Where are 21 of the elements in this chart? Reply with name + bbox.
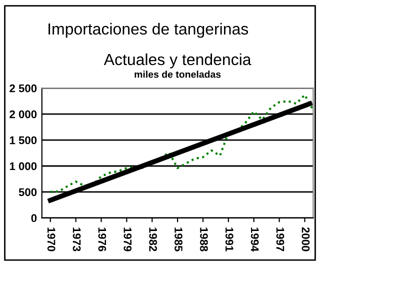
x-tick-label: 1970 xyxy=(47,228,56,252)
x-tick-label: 1994 xyxy=(250,228,259,252)
y-tick-label: 1 000 xyxy=(10,162,37,170)
y-tick-label: 500 xyxy=(18,188,37,196)
x-tick-label: 1991 xyxy=(225,228,234,252)
chart-subtitle: Actuales y tendencia xyxy=(104,53,252,68)
x-tick-label: 1982 xyxy=(149,228,158,252)
x-tick-label: 1979 xyxy=(124,228,132,252)
y-tick-label: 2 500 xyxy=(10,84,37,92)
x-tick-label: 1985 xyxy=(174,228,182,252)
x-tick-label: 1973 xyxy=(72,228,81,252)
y-tick-label: 2 000 xyxy=(10,110,37,118)
x-tick-label: 1997 xyxy=(276,228,284,252)
y-tick-label: 1 500 xyxy=(10,136,37,144)
x-tick-label: 1988 xyxy=(200,228,208,252)
chart-title: Importaciones de tangerinas xyxy=(48,22,248,38)
x-tick-label: 2000 xyxy=(302,227,310,252)
y-axis-title: miles de toneladas xyxy=(134,70,221,78)
x-tick-label: 1976 xyxy=(98,228,106,252)
line-series xyxy=(49,94,314,193)
y-tick-label: 0 xyxy=(31,214,37,222)
